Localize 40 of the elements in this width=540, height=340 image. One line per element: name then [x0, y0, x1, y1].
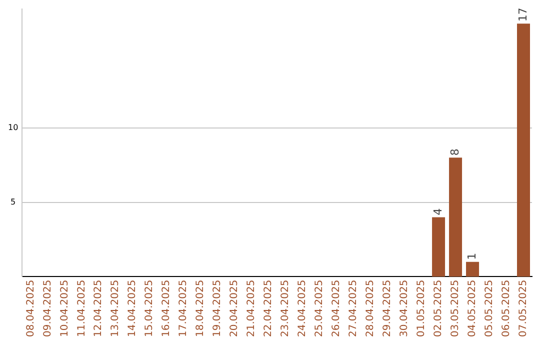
x-tick-label: 18.04.2025: [195, 280, 206, 338]
data-label: 1: [465, 252, 478, 260]
x-tick-label: 20.04.2025: [229, 280, 240, 338]
x-tick-label: 30.04.2025: [399, 280, 410, 338]
x-tick-label: 22.04.2025: [263, 280, 274, 338]
x-tick-label: 01.05.2025: [416, 280, 428, 338]
x-tick-label: 24.04.2025: [297, 280, 308, 338]
x-tick-label: 03.05.2025: [450, 280, 462, 338]
x-tick-label: 13.04.2025: [110, 280, 122, 338]
bar: [517, 24, 530, 277]
x-tick-label: 09.04.2025: [42, 280, 54, 338]
x-tick-label: 05.05.2025: [484, 280, 496, 338]
x-tick-label: 10.04.2025: [59, 280, 70, 338]
x-tick-label: 14.04.2025: [127, 280, 138, 338]
x-tick-label: 06.05.2025: [501, 280, 512, 338]
bar: [449, 158, 462, 277]
x-tick-label: 25.04.2025: [314, 280, 326, 338]
x-tick-label: 04.05.2025: [467, 280, 478, 338]
x-tick-label: 23.04.2025: [280, 280, 292, 338]
x-tick-label: 15.04.2025: [144, 280, 156, 338]
x-tick-label: 27.04.2025: [348, 280, 360, 338]
x-tick-label: 11.04.2025: [76, 280, 88, 338]
x-tick-label: 07.05.2025: [518, 280, 530, 338]
x-tick-label: 26.04.2025: [331, 280, 342, 338]
x-tick-label: 29.04.2025: [382, 280, 394, 338]
x-tick-label: 08.04.2025: [25, 280, 36, 338]
x-tick-label: 12.04.2025: [93, 280, 104, 338]
x-tick-label: 17.04.2025: [178, 280, 190, 338]
x-tick-label: 02.05.2025: [433, 280, 444, 338]
y-tick-label: 10: [8, 122, 18, 132]
x-tick-label: 19.04.2025: [212, 280, 224, 338]
data-label: 4: [431, 208, 444, 216]
bar: [466, 262, 480, 277]
data-label: 8: [448, 148, 462, 156]
x-tick-label: 21.04.2025: [246, 280, 258, 338]
y-tick-label: 5: [10, 197, 16, 206]
data-label: 17: [516, 8, 530, 22]
bar: [432, 217, 446, 277]
x-tick-label: 16.04.2025: [161, 280, 172, 338]
x-tick-label: 28.04.2025: [365, 280, 376, 338]
